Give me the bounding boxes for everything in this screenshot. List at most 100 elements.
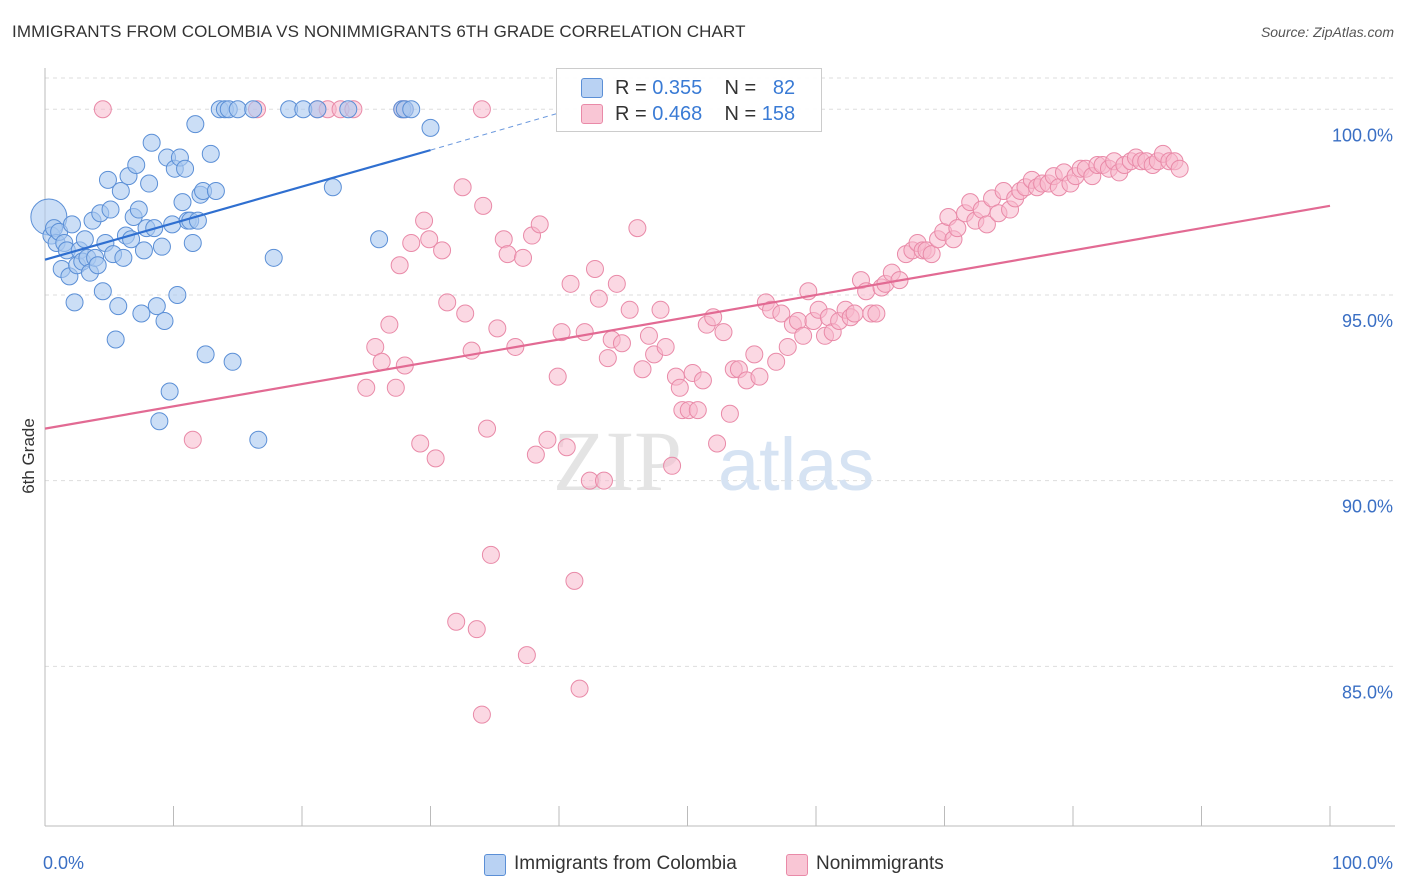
- data-point-colombia: [201, 144, 220, 163]
- data-point-colombia: [264, 248, 283, 267]
- data-point-nonimmigrants: [720, 404, 739, 423]
- data-point-colombia: [155, 311, 174, 330]
- data-point-nonimmigrants: [794, 326, 813, 345]
- legend-r-label: R =: [615, 103, 647, 125]
- data-point-colombia: [183, 233, 202, 252]
- data-point-nonimmigrants: [530, 215, 549, 234]
- data-point-nonimmigrants: [453, 178, 472, 197]
- data-point-colombia: [173, 193, 192, 212]
- data-point-nonimmigrants: [447, 612, 466, 631]
- data-point-nonimmigrants: [183, 430, 202, 449]
- data-point-nonimmigrants: [656, 337, 675, 356]
- legend-swatch-pink: [581, 104, 603, 124]
- data-point-colombia: [223, 352, 242, 371]
- data-point-nonimmigrants: [612, 334, 631, 353]
- data-point-nonimmigrants: [1170, 159, 1189, 178]
- trend-line-colombia: [44, 149, 431, 261]
- data-point-colombia: [75, 230, 94, 249]
- data-point-colombia: [168, 285, 187, 304]
- data-point-colombia: [101, 200, 120, 219]
- data-point-nonimmigrants: [620, 300, 639, 319]
- trend-lines: [44, 112, 1331, 430]
- data-point-nonimmigrants: [478, 419, 497, 438]
- data-point-nonimmigrants: [411, 434, 430, 453]
- data-point-colombia: [142, 133, 161, 152]
- data-point-colombia: [127, 155, 146, 174]
- data-point-nonimmigrants: [390, 256, 409, 275]
- source-label: Source: ZipAtlas.com: [1260, 24, 1394, 40]
- trend-line-nonimmigrants: [44, 204, 1331, 430]
- data-point-colombia: [186, 115, 205, 134]
- axis-labels: 100.0% 95.0% 90.0% 85.0% 0.0% 100.0%: [43, 125, 1393, 873]
- series-nonimmigrants: [93, 100, 1189, 724]
- data-point-colombia: [65, 293, 84, 312]
- legend-label: Nonimmigrants: [816, 853, 944, 874]
- watermark-atlas: atlas: [718, 423, 874, 506]
- legend-n-label: N =: [724, 77, 757, 99]
- legend-swatch-blue: [484, 854, 506, 876]
- data-point-colombia: [244, 100, 263, 119]
- y-tick-label: 85.0%: [1342, 682, 1393, 702]
- data-point-nonimmigrants: [693, 371, 712, 390]
- data-point-nonimmigrants: [380, 315, 399, 334]
- legend-swatch-blue: [581, 78, 603, 98]
- data-point-nonimmigrants: [745, 345, 764, 364]
- data-point-nonimmigrants: [402, 233, 421, 252]
- data-point-colombia: [160, 382, 179, 401]
- series-colombia: [30, 100, 440, 449]
- data-point-nonimmigrants: [708, 434, 727, 453]
- gridlines: [45, 77, 1395, 667]
- legend-swatch-pink: [786, 854, 808, 876]
- data-point-nonimmigrants: [472, 705, 491, 724]
- data-point-nonimmigrants: [714, 323, 733, 342]
- data-point-nonimmigrants: [415, 211, 434, 230]
- data-point-nonimmigrants: [750, 367, 769, 386]
- legend-n-label: N =: [724, 103, 757, 125]
- legend-r-value: 0.355: [652, 77, 703, 99]
- legend-n-value: 158: [761, 103, 796, 125]
- data-point-colombia: [88, 256, 107, 275]
- data-point-nonimmigrants: [467, 620, 486, 639]
- y-axis-label: 6th Grade: [19, 418, 38, 494]
- data-point-colombia: [140, 174, 159, 193]
- legend-r-label: R =: [615, 77, 647, 99]
- watermark-zip: ZIP: [553, 413, 682, 509]
- data-point-nonimmigrants: [688, 401, 707, 420]
- trend-line-colombia-extension: [430, 112, 560, 151]
- data-point-nonimmigrants: [565, 571, 584, 590]
- data-point-nonimmigrants: [651, 300, 670, 319]
- data-point-colombia: [147, 297, 166, 316]
- data-point-colombia: [114, 248, 133, 267]
- data-point-nonimmigrants: [767, 352, 786, 371]
- data-point-nonimmigrants: [607, 274, 626, 293]
- data-point-nonimmigrants: [456, 304, 475, 323]
- data-point-nonimmigrants: [633, 360, 652, 379]
- data-point-colombia: [421, 118, 440, 137]
- y-tick-label: 100.0%: [1332, 125, 1393, 145]
- data-point-nonimmigrants: [557, 438, 576, 457]
- data-point-nonimmigrants: [366, 337, 385, 356]
- data-point-colombia: [206, 181, 225, 200]
- data-point-colombia: [111, 181, 130, 200]
- x-tick-label: 100.0%: [1332, 853, 1393, 873]
- data-point-nonimmigrants: [481, 545, 500, 564]
- data-point-colombia: [370, 230, 389, 249]
- data-point-nonimmigrants: [594, 471, 613, 490]
- axes: [44, 68, 1395, 827]
- data-point-nonimmigrants: [778, 337, 797, 356]
- data-point-nonimmigrants: [433, 241, 452, 260]
- data-point-colombia: [106, 330, 125, 349]
- data-point-nonimmigrants: [639, 326, 658, 345]
- data-point-nonimmigrants: [575, 323, 594, 342]
- y-tick-label: 90.0%: [1342, 497, 1393, 517]
- data-point-nonimmigrants: [552, 323, 571, 342]
- data-point-nonimmigrants: [498, 245, 517, 264]
- data-point-colombia: [150, 412, 169, 431]
- data-point-nonimmigrants: [517, 646, 536, 665]
- data-point-colombia: [93, 282, 112, 301]
- data-point-nonimmigrants: [438, 293, 457, 312]
- data-point-nonimmigrants: [514, 248, 533, 267]
- data-point-nonimmigrants: [426, 449, 445, 468]
- legend-n-value: 82: [772, 77, 796, 99]
